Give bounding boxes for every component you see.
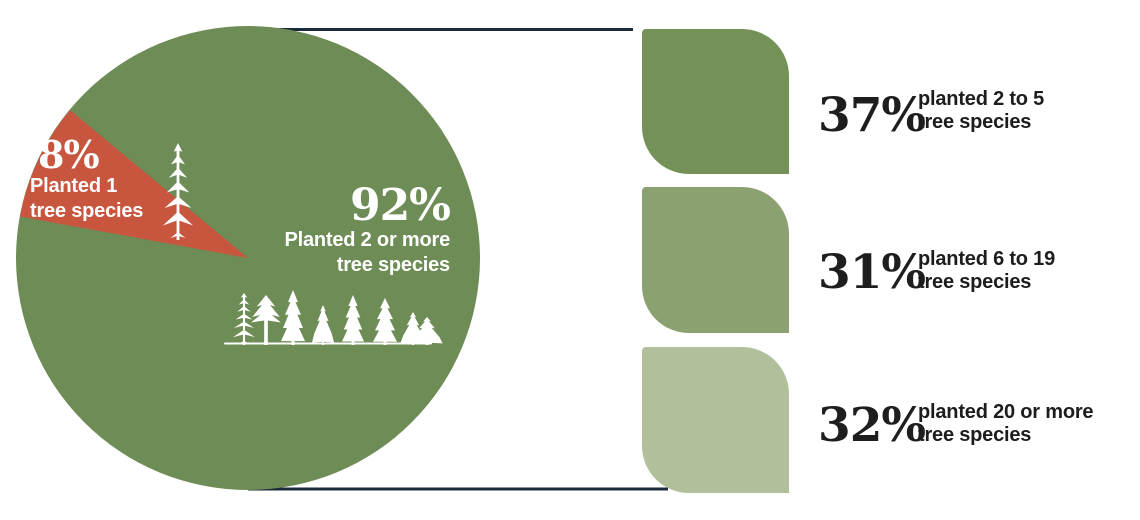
breakdown-label-3: planted 20 or more tree species bbox=[918, 401, 1094, 447]
breakdown-label-1-line1: planted 2 to 5 bbox=[918, 88, 1045, 110]
pie-minor-label-line2: tree species bbox=[30, 200, 144, 222]
breakdown-label-2-line2: tree species bbox=[918, 271, 1032, 293]
breakdown-label-1-line2: tree species bbox=[918, 111, 1032, 133]
breakdown-label-2-line1: planted 6 to 19 bbox=[918, 248, 1056, 270]
pie-major-percent: 92% bbox=[349, 180, 451, 231]
pie-minor-label-line1: Planted 1 bbox=[30, 175, 118, 197]
leaf-swatch-3 bbox=[642, 347, 789, 493]
top-rule bbox=[248, 28, 633, 31]
pie-major-label-line2: tree species bbox=[336, 254, 450, 276]
breakdown-label-1: planted 2 to 5 tree species bbox=[918, 88, 1044, 134]
bottom-rule bbox=[248, 487, 668, 491]
breakdown-label-2: planted 6 to 19 tree species bbox=[918, 248, 1055, 294]
leaf-swatch-1 bbox=[642, 29, 789, 174]
pie-slice-minor bbox=[20, 110, 248, 258]
leaf-swatch-2 bbox=[642, 187, 789, 333]
pie-minor-label-group: 8% Planted 1 tree species bbox=[30, 136, 220, 224]
pie-major-label-line1: Planted 2 or more bbox=[284, 229, 450, 251]
breakdown-label-3-line2: tree species bbox=[918, 424, 1032, 446]
tree-row bbox=[224, 290, 443, 345]
breakdown-label-3-line1: planted 20 or more bbox=[918, 401, 1094, 423]
pie-minor-percent: 8% bbox=[38, 132, 100, 177]
pie-major-label-group: 92% Planted 2 or more tree species bbox=[190, 180, 451, 278]
breakdown-percent-3: 32% bbox=[818, 398, 926, 453]
breakdown-percent-2: 31% bbox=[818, 245, 926, 300]
breakdown-percent-1: 37% bbox=[818, 88, 926, 143]
tree-ground-line bbox=[224, 342, 432, 345]
